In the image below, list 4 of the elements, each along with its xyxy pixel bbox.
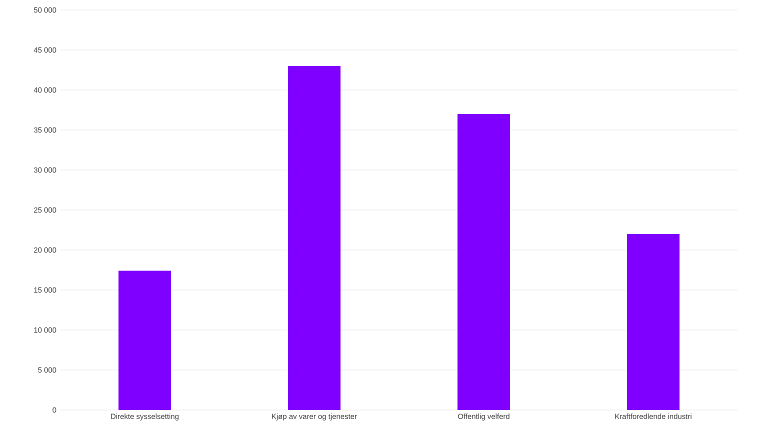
bar	[457, 114, 510, 410]
bar	[288, 66, 341, 410]
bar	[626, 234, 680, 410]
bar	[118, 270, 172, 410]
